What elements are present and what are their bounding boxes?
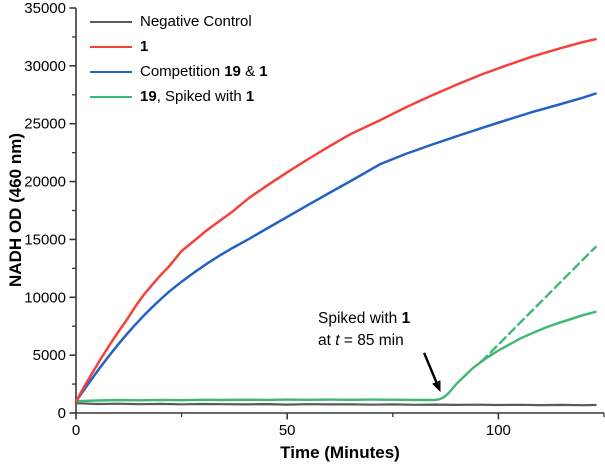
y-tick-label: 35000 <box>24 0 66 17</box>
series-competition-19-1 <box>74 92 597 403</box>
text-segment: 1 <box>259 63 268 80</box>
series-negative-control <box>74 402 597 407</box>
legend: Negative Control 1 Competition 19 & 1 19, S… <box>90 9 268 109</box>
text-segment: 1 <box>140 38 149 55</box>
text-segment: = 85 min <box>339 332 404 349</box>
legend-line-sample <box>90 95 132 98</box>
annotation-line: Spiked with 1 <box>318 308 410 330</box>
legend-label: 1 <box>140 38 148 55</box>
legend-line-sample <box>90 20 132 23</box>
series-19-spiked-with-1-projection <box>480 245 597 363</box>
legend-label: 19, Spiked with 1 <box>140 88 254 105</box>
annotation-spiked-label: Spiked with 1 at t = 85 min <box>318 308 410 352</box>
text-segment: 1 <box>245 88 255 105</box>
text-segment: Negative Control <box>140 13 252 30</box>
annotation-arrow-head <box>432 380 441 393</box>
y-tick-label: 30000 <box>24 58 66 75</box>
y-tick-label: 5000 <box>33 347 66 364</box>
legend-label: Competition 19 & 1 <box>140 63 268 80</box>
legend-item-19-spiked-with-1: 19, Spiked with 1 <box>90 84 268 109</box>
annotation-line: at t = 85 min <box>318 330 410 352</box>
text-segment: 1 <box>401 310 411 327</box>
text-segment: 19 <box>224 63 241 80</box>
text-segment: , Spiked with <box>156 88 246 105</box>
text-segment: Spiked with <box>318 310 402 327</box>
y-tick-label: 15000 <box>24 231 66 248</box>
legend-line-sample <box>90 45 132 48</box>
x-axis-label: Time (Minutes) <box>280 443 400 462</box>
legend-label: Negative Control <box>140 13 252 30</box>
legend-item-negative-control: Negative Control <box>90 9 268 34</box>
x-tick-label: 100 <box>486 422 511 439</box>
y-tick-label: 25000 <box>24 116 66 133</box>
text-segment: Competition <box>140 63 225 80</box>
text-segment: t <box>335 332 340 349</box>
series-1 <box>74 37 597 403</box>
series-19-spiked-with-1 <box>74 310 597 403</box>
y-tick-label: 10000 <box>24 289 66 306</box>
text-segment: 19 <box>140 88 157 105</box>
text-segment: at <box>318 332 336 349</box>
x-tick-label: 50 <box>279 422 296 439</box>
x-tick-label: 0 <box>72 422 80 439</box>
text-segment: & <box>240 63 260 80</box>
y-tick-label: 20000 <box>24 174 66 191</box>
annotation-arrow-shaft <box>422 352 438 383</box>
legend-line-sample <box>90 70 132 73</box>
y-tick-label: 0 <box>58 405 66 422</box>
legend-item-competition-19-and-1: Competition 19 & 1 <box>90 59 268 84</box>
legend-item-compound-1: 1 <box>90 34 268 59</box>
y-axis-label: NADH OD (460 nm) <box>6 133 25 287</box>
